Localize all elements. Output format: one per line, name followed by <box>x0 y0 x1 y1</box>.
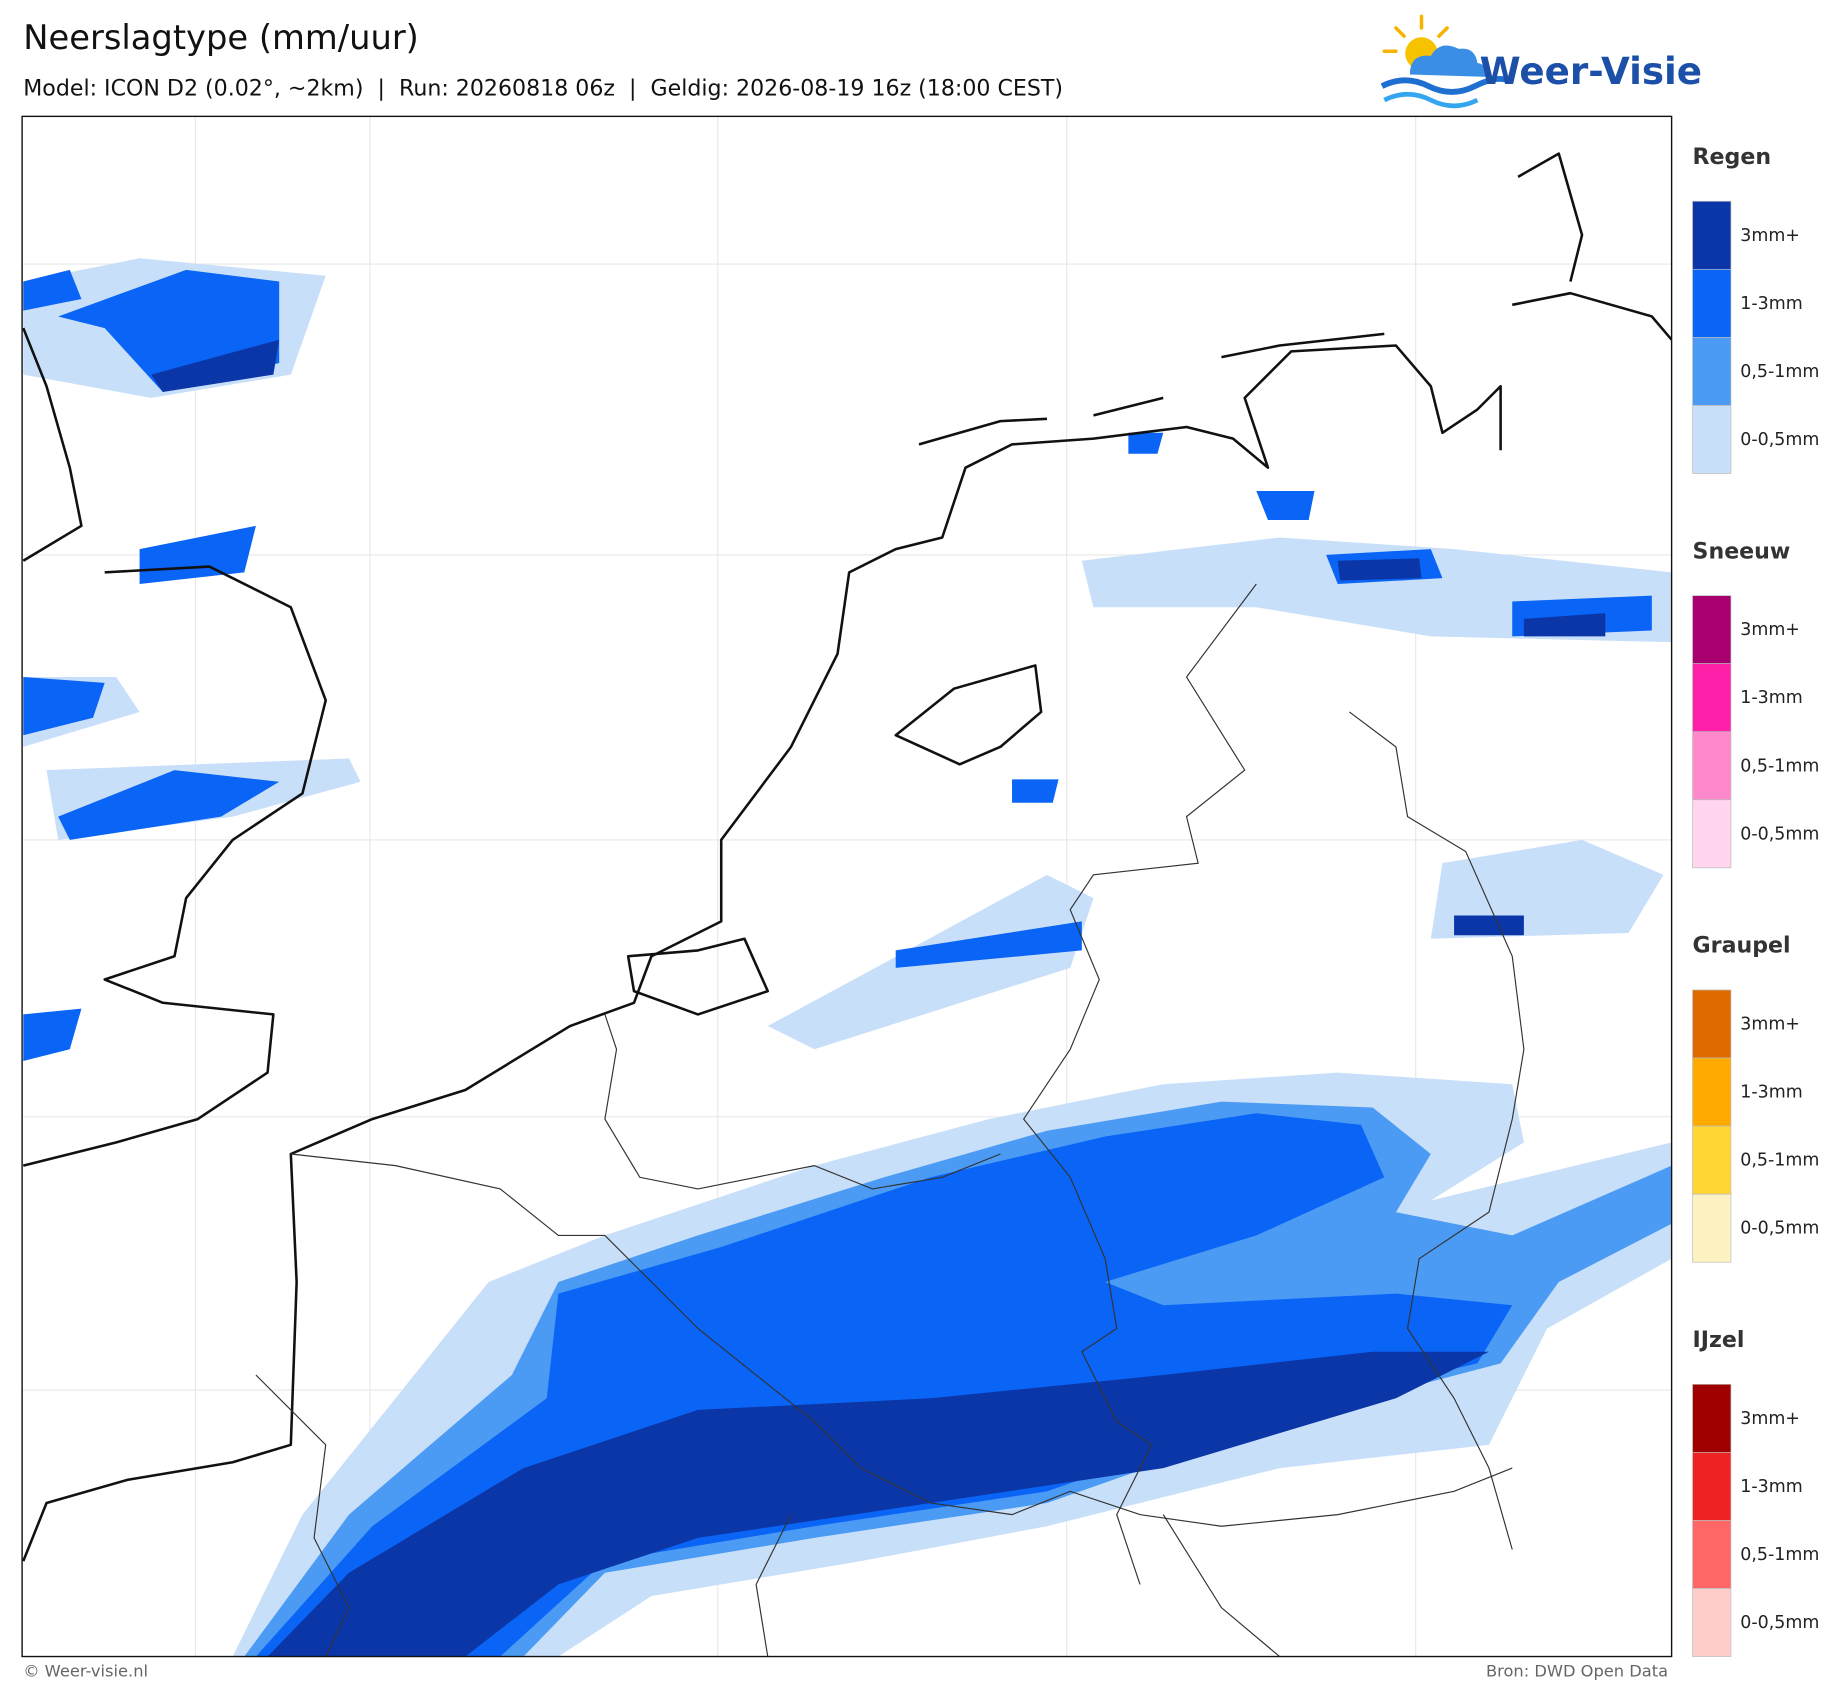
legend-label: 3mm+ <box>1740 1015 1800 1035</box>
legend-label: 0-0,5mm <box>1740 824 1819 844</box>
coastlines <box>22 152 1672 1562</box>
legend-label: 0-0,5mm <box>1740 1613 1819 1633</box>
legend-title: IJzel <box>1693 1327 1745 1353</box>
legend-swatch <box>1692 1588 1732 1657</box>
legend-swatch <box>1692 1383 1732 1453</box>
subtitle: Model: ICON D2 (0.02°, ~2km) | Run: 2026… <box>23 75 1063 101</box>
legend-label: 3mm+ <box>1740 620 1800 640</box>
legend-swatch <box>1692 1520 1732 1589</box>
legend-swatch <box>1692 405 1732 474</box>
legend-label: 0,5-1mm <box>1740 1545 1819 1565</box>
legend-swatch <box>1692 337 1732 406</box>
legend-swatch <box>1692 200 1732 270</box>
logo: Weer-Visie <box>1380 14 1702 109</box>
legend-swatch <box>1692 268 1732 338</box>
legend-title: Regen <box>1693 144 1772 170</box>
legend-label: 0,5-1mm <box>1740 1151 1819 1171</box>
legend-label: 0-0,5mm <box>1740 1219 1819 1239</box>
legend-swatch <box>1692 1193 1732 1263</box>
legend-swatch <box>1692 989 1732 1059</box>
map-frame <box>21 115 1673 1658</box>
legend-swatch <box>1692 1057 1732 1127</box>
map <box>22 116 1672 1657</box>
footer-right: Bron: DWD Open Data <box>1486 1661 1668 1680</box>
legend-swatch <box>1692 731 1732 801</box>
legend-label: 1-3mm <box>1740 688 1802 708</box>
legend-title: Graupel <box>1693 933 1791 959</box>
legend-label: 1-3mm <box>1740 1477 1802 1497</box>
legend-swatch <box>1692 1125 1732 1195</box>
legend-swatch <box>1692 663 1732 733</box>
legend-swatch <box>1692 799 1732 869</box>
legend-label: 0,5-1mm <box>1740 756 1819 776</box>
legend: Regen 3mm+ 1-3mm 0,5-1mm 0-0,5mm Sneeuw 3mm+ 1-… <box>1692 144 1819 1657</box>
legend-label: 3mm+ <box>1740 226 1800 246</box>
legend-title: Sneeuw <box>1693 538 1791 564</box>
legend-label: 1-3mm <box>1740 1083 1802 1103</box>
legend-swatch <box>1692 595 1732 665</box>
footer-left: © Weer-visie.nl <box>23 1661 148 1680</box>
legend-label: 3mm+ <box>1740 1409 1800 1429</box>
title: Neerslagtype (mm/uur) <box>23 18 419 57</box>
logo-text: Weer-Visie <box>1480 49 1702 93</box>
borders <box>255 583 1525 1657</box>
legend-swatch <box>1692 1452 1732 1521</box>
precipitation <box>23 258 1672 1657</box>
legend-label: 1-3mm <box>1740 294 1802 314</box>
legend-label: 0,5-1mm <box>1740 362 1819 382</box>
legend-label: 0-0,5mm <box>1740 430 1819 450</box>
